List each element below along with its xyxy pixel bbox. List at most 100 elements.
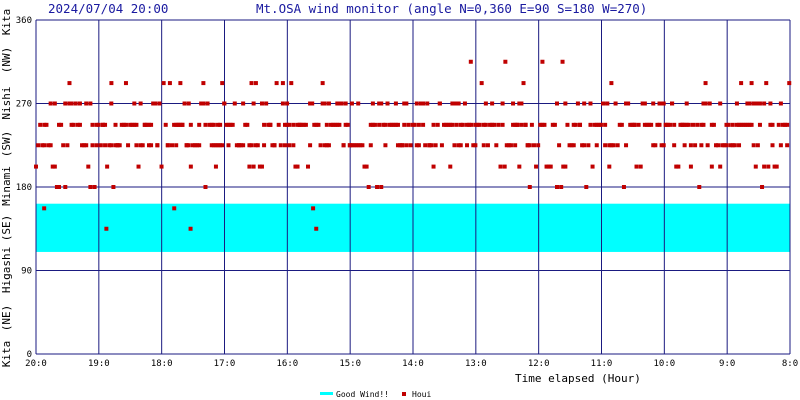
data-point — [454, 101, 459, 106]
data-point — [433, 143, 438, 148]
data-point — [468, 59, 473, 64]
data-point — [632, 122, 637, 127]
data-point — [345, 122, 350, 127]
data-point — [711, 122, 716, 127]
data-point — [515, 122, 520, 127]
legend-swatch-houi — [402, 392, 406, 396]
data-point — [452, 101, 457, 106]
data-point — [718, 164, 723, 169]
data-point — [578, 122, 583, 127]
data-point — [439, 143, 444, 148]
data-point — [195, 143, 200, 148]
data-point — [448, 122, 453, 127]
data-point — [402, 101, 407, 106]
data-point — [59, 122, 64, 127]
data-point — [563, 101, 568, 106]
data-point — [634, 164, 639, 169]
data-point — [170, 143, 175, 148]
data-point — [682, 143, 687, 148]
data-point — [113, 143, 118, 148]
data-point — [320, 81, 325, 86]
direction-label: Higashi — [0, 247, 13, 293]
data-point — [569, 143, 574, 148]
data-point — [732, 143, 737, 148]
data-point — [222, 101, 227, 106]
data-point — [393, 122, 398, 127]
data-point — [540, 59, 545, 64]
data-point — [709, 164, 714, 169]
data-point — [370, 101, 375, 106]
data-point — [469, 122, 474, 127]
data-point — [506, 143, 511, 148]
data-point — [757, 101, 762, 106]
data-point — [573, 122, 578, 127]
data-point — [416, 143, 421, 148]
data-point — [609, 143, 614, 148]
data-point — [672, 143, 677, 148]
data-point — [705, 143, 710, 148]
data-point — [224, 122, 229, 127]
data-point — [203, 122, 208, 127]
data-point — [709, 122, 714, 127]
data-point — [588, 122, 593, 127]
data-point — [67, 101, 72, 106]
data-point — [243, 122, 248, 127]
direction-label: (NE) — [0, 305, 13, 332]
data-point — [496, 122, 501, 127]
data-point — [667, 122, 672, 127]
data-point — [377, 122, 382, 127]
x-tick-label: 19:0 — [88, 359, 110, 369]
data-point — [542, 122, 547, 127]
data-point — [352, 143, 357, 148]
data-point — [699, 143, 704, 148]
data-point — [768, 101, 773, 106]
data-point — [146, 122, 151, 127]
data-point — [565, 122, 570, 127]
direction-label: Kita — [0, 9, 13, 36]
data-point — [155, 143, 160, 148]
data-point — [500, 122, 505, 127]
data-point — [473, 122, 478, 127]
data-point — [653, 143, 658, 148]
data-point — [190, 143, 195, 148]
datetime-label: 2024/07/04 20:00 — [48, 1, 168, 16]
data-point — [745, 122, 750, 127]
data-point — [402, 122, 407, 127]
data-point — [517, 164, 522, 169]
data-point — [88, 185, 93, 189]
data-point — [462, 101, 467, 106]
data-point — [213, 143, 218, 148]
data-point — [778, 143, 783, 148]
data-point — [282, 143, 287, 148]
data-point — [84, 143, 89, 148]
data-point — [567, 143, 572, 148]
x-tick-label: 18:0 — [151, 359, 173, 369]
data-point — [688, 143, 693, 148]
data-point — [642, 101, 647, 106]
data-point — [268, 122, 273, 127]
data-point — [295, 164, 300, 169]
data-point — [676, 164, 681, 169]
data-point — [149, 143, 154, 148]
data-point — [400, 143, 405, 148]
data-point — [205, 101, 210, 106]
data-point — [751, 101, 756, 106]
data-point — [607, 164, 612, 169]
data-point — [481, 143, 486, 148]
data-point — [86, 164, 91, 169]
data-point — [109, 81, 114, 86]
data-point — [253, 81, 258, 86]
data-point — [494, 143, 499, 148]
data-point — [232, 101, 237, 106]
data-point — [274, 81, 279, 86]
data-point — [753, 101, 758, 106]
data-point — [624, 101, 629, 106]
data-point — [132, 101, 137, 106]
data-point — [772, 164, 777, 169]
data-point — [341, 143, 346, 148]
data-point — [104, 226, 109, 231]
data-point — [364, 164, 369, 169]
data-point — [178, 122, 183, 127]
data-point — [554, 101, 559, 106]
data-point — [257, 164, 262, 169]
